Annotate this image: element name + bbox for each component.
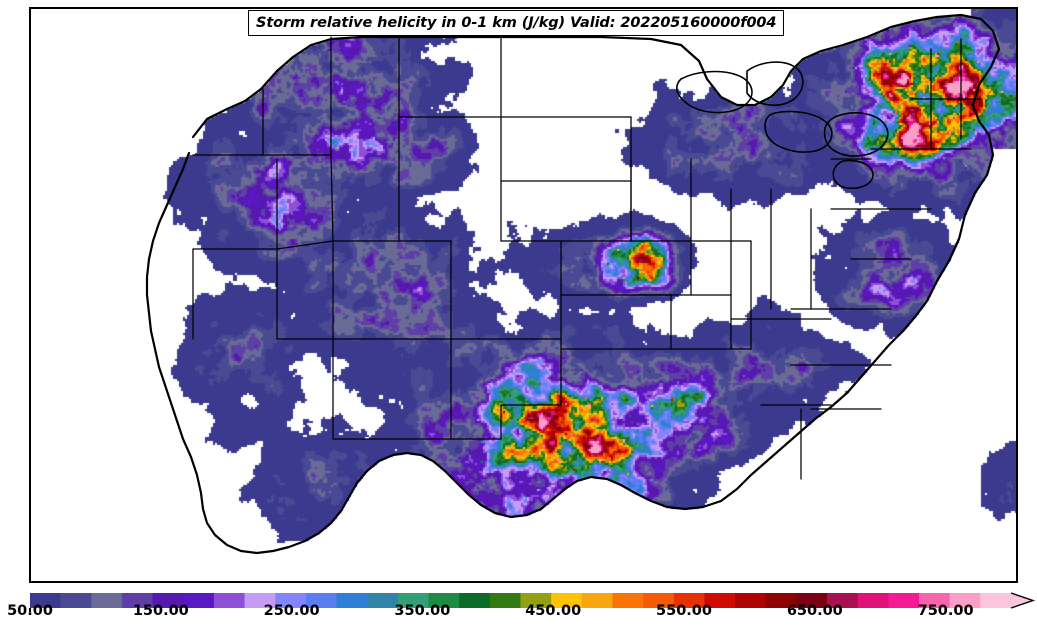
colorbar-segment xyxy=(919,593,951,608)
colorbar-tick-label: 450.00 xyxy=(525,603,582,619)
helicity-field-raster xyxy=(31,9,1016,581)
colorbar-segment xyxy=(459,593,491,608)
colorbar-tick-label: 250.00 xyxy=(263,603,320,619)
colorbar-segment xyxy=(60,593,92,608)
colorbar-segment xyxy=(612,593,644,608)
map-plot-area[interactable] xyxy=(29,7,1018,583)
colorbar-segment xyxy=(796,593,828,608)
colorbar[interactable]: 50.00 150.00 250.00 350.00 450.00 550.00 650.0… xyxy=(0,586,1037,640)
colorbar-segment xyxy=(765,593,798,608)
colorbar-segment xyxy=(949,593,981,608)
colorbar-segment xyxy=(827,593,859,608)
map-title-text: Storm relative helicity in 0-1 km (J/kg)… xyxy=(256,15,777,31)
colorbar-segment xyxy=(91,593,123,608)
colorbar-segment xyxy=(30,593,62,608)
colorbar-tick-label: 550.00 xyxy=(656,603,712,619)
colorbar-segment xyxy=(244,593,276,608)
colorbar-segment xyxy=(643,593,675,608)
colorbar-segment xyxy=(857,593,889,608)
colorbar-segment xyxy=(551,593,583,608)
colorbar-segment xyxy=(336,593,368,608)
colorbar-segment xyxy=(704,593,736,608)
colorbar-segment xyxy=(520,593,552,608)
colorbar-segment xyxy=(888,593,920,608)
colorbar-segment xyxy=(489,593,522,608)
colorbar-segment xyxy=(305,593,338,608)
colorbar-segment xyxy=(980,593,1012,608)
colorbar-segment xyxy=(121,593,154,608)
colorbar-segment xyxy=(183,593,215,608)
colorbar-gradient xyxy=(29,592,1036,612)
colorbar-tick-label: 650.00 xyxy=(786,603,843,619)
colorbar-segment xyxy=(735,593,767,608)
colorbar-segment xyxy=(367,593,399,608)
colorbar-segment xyxy=(581,593,614,608)
colorbar-segment xyxy=(152,593,184,608)
colorbar-segment xyxy=(428,593,460,608)
colorbar-segment xyxy=(275,593,307,608)
colorbar-arrow-outline xyxy=(1010,592,1036,609)
colorbar-tick-label: 150.00 xyxy=(132,603,189,619)
colorbar-segment xyxy=(673,593,706,608)
colorbar-extend-arrow xyxy=(1011,593,1033,608)
colorbar-segment xyxy=(397,593,430,608)
map-title-box: Storm relative helicity in 0-1 km (J/kg)… xyxy=(248,10,785,36)
colorbar-segment xyxy=(213,593,246,608)
colorbar-tick-label: 50.00 xyxy=(7,603,53,619)
colorbar-tick-label: 350.00 xyxy=(394,603,451,619)
colorbar-tick-label: 750.00 xyxy=(917,603,974,619)
